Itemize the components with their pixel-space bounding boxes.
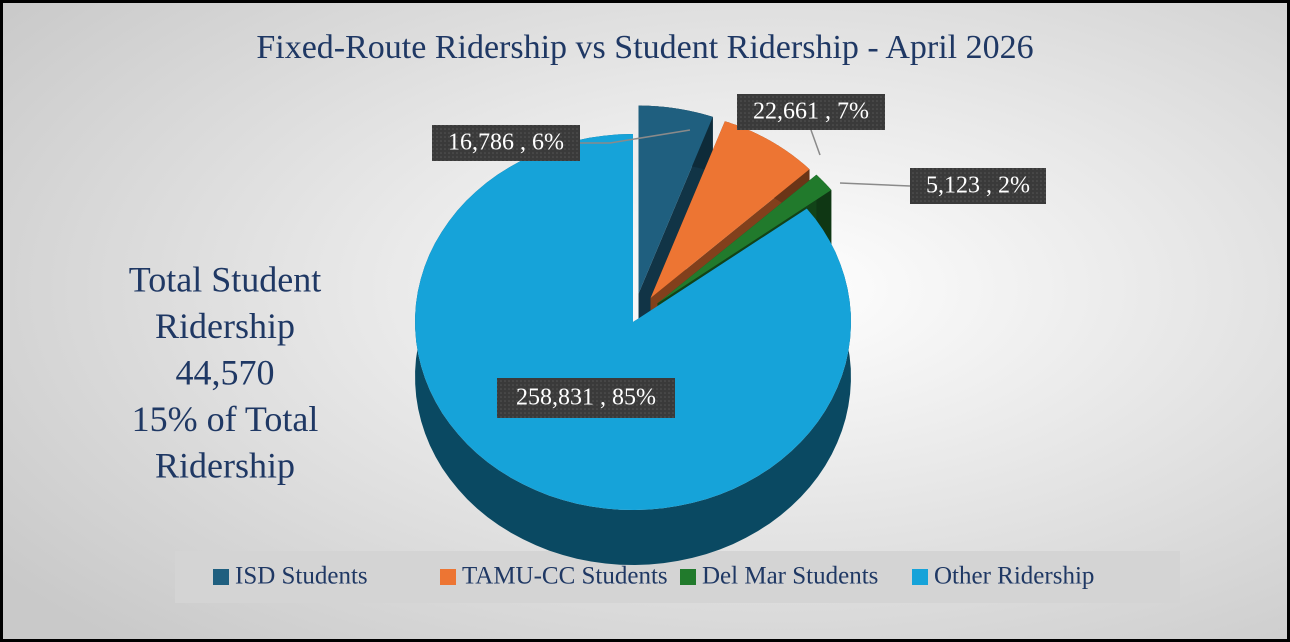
data-label: 16,786 , 6% bbox=[448, 130, 564, 156]
data-label-box bbox=[737, 94, 885, 130]
data-label-box bbox=[432, 125, 580, 161]
legend-swatch bbox=[912, 569, 928, 585]
annotation: Total Student bbox=[129, 259, 321, 299]
leader-line bbox=[580, 129, 691, 144]
annotation: 44,570 bbox=[176, 352, 275, 392]
data-label: 258,831 , 85% bbox=[516, 385, 656, 411]
annotation: Ridership bbox=[155, 445, 295, 485]
legend-swatch bbox=[440, 569, 456, 585]
leader-line bbox=[810, 129, 821, 156]
slice-top bbox=[657, 174, 832, 304]
legend-label: Del Mar Students bbox=[702, 563, 878, 590]
legend-swatch bbox=[680, 569, 696, 585]
slice-top bbox=[638, 105, 713, 294]
legend-label: ISD Students bbox=[235, 563, 368, 590]
annotation: 15% of Total bbox=[132, 399, 319, 439]
data-label: 22,661 , 7% bbox=[753, 99, 869, 125]
legend-swatch bbox=[213, 569, 229, 585]
slice-top bbox=[650, 121, 810, 298]
data-label: 5,123 , 2% bbox=[926, 173, 1030, 199]
annotation: Ridership bbox=[155, 306, 295, 346]
leader-line bbox=[839, 182, 911, 187]
data-label-box bbox=[497, 378, 675, 418]
legend-label: TAMU-CC Students bbox=[462, 563, 668, 590]
data-label-box bbox=[910, 168, 1046, 204]
chart-title: Fixed-Route Ridership vs Student Ridersh… bbox=[256, 29, 1033, 66]
legend-label: Other Ridership bbox=[934, 563, 1094, 590]
